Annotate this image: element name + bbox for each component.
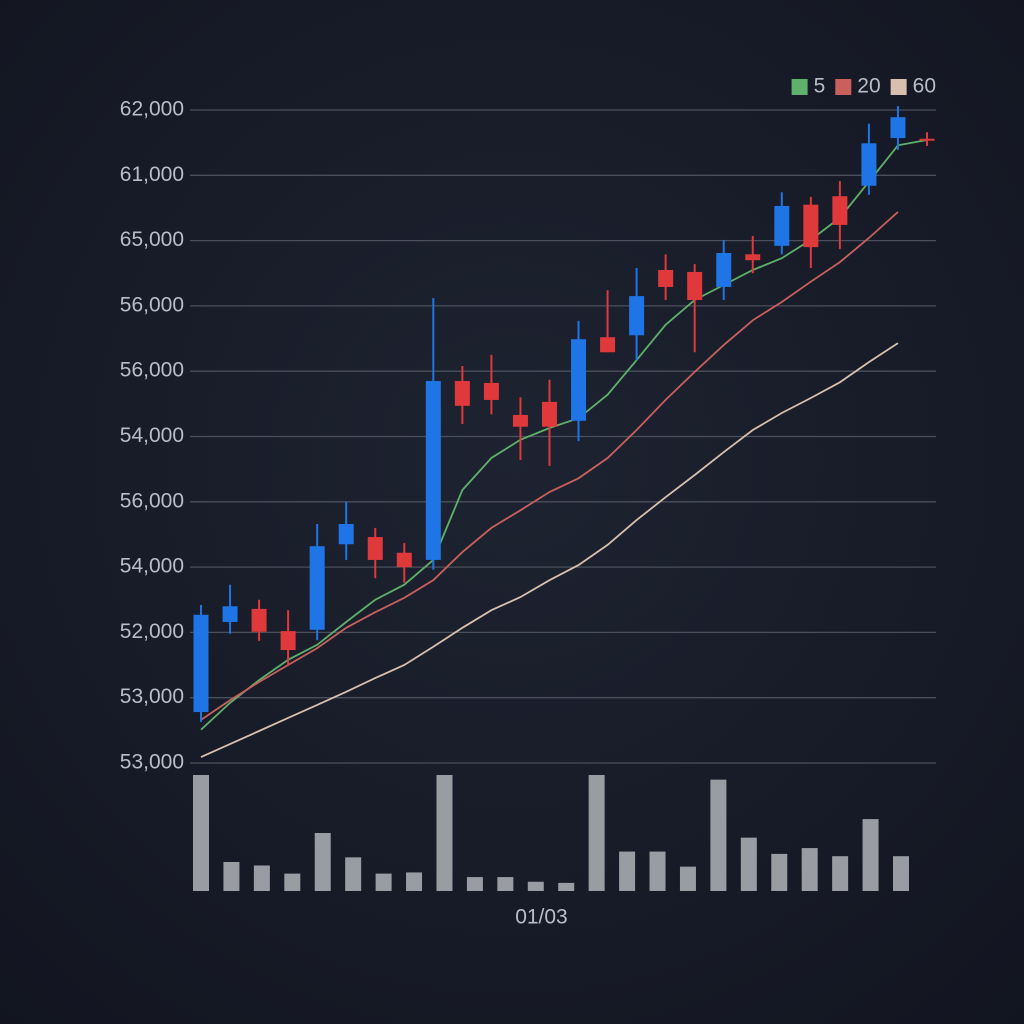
legend-label: 60	[913, 75, 936, 98]
legend-label: 20	[857, 75, 880, 98]
candle-body	[483, 382, 499, 400]
volume-bar	[193, 775, 209, 891]
candle-body	[425, 380, 441, 560]
candle-body	[919, 138, 935, 141]
candle-body	[222, 606, 238, 622]
x-tick-label: 01/03	[515, 906, 568, 929]
volume-bar	[284, 873, 301, 891]
candle-body	[803, 204, 819, 248]
y-tick-label: 56,000	[120, 359, 184, 382]
candle-body	[193, 614, 209, 713]
legend-label: 5	[814, 75, 826, 98]
candle-body	[338, 524, 354, 545]
y-tick-label: 56,000	[120, 293, 184, 316]
volume-bar	[832, 856, 849, 891]
volume-bar	[223, 862, 240, 891]
volume-bar	[406, 872, 423, 891]
volume-bar	[253, 865, 270, 891]
candle-body	[861, 143, 877, 186]
candle-body	[890, 117, 906, 139]
candle-body	[309, 546, 325, 630]
candle-body	[658, 269, 674, 287]
volume-bar	[862, 819, 879, 891]
candle-body	[629, 296, 645, 336]
volume-bar	[801, 848, 818, 891]
candle-body	[774, 205, 790, 246]
volume-bar	[497, 877, 514, 891]
volume-bar	[466, 877, 483, 891]
y-tick-label: 54,000	[120, 555, 184, 578]
volume-bar	[314, 833, 331, 891]
volume-bar	[345, 857, 362, 891]
legend-swatch	[835, 79, 852, 95]
candle-body	[454, 380, 470, 406]
y-tick-label: 65,000	[120, 228, 184, 251]
candle-body	[687, 271, 703, 301]
volume-bar	[649, 851, 666, 891]
y-tick-label: 56,000	[120, 489, 184, 512]
y-tick-label: 52,000	[120, 620, 184, 643]
candle-body	[716, 253, 732, 287]
y-tick-label: 54,000	[120, 424, 184, 447]
candle-body	[367, 537, 383, 560]
y-tick-label: 53,000	[120, 685, 184, 708]
volume-bar	[558, 882, 575, 891]
volume-bar	[771, 853, 788, 891]
y-tick-label: 61,000	[120, 163, 184, 186]
volume-bar	[679, 866, 696, 891]
legend: 60 20 5	[791, 75, 936, 98]
volume-bar	[893, 856, 909, 891]
candle-body	[832, 196, 848, 225]
legend-swatch	[791, 79, 808, 95]
candle-body	[745, 254, 761, 261]
candle-body	[512, 414, 528, 427]
candle-body	[396, 552, 412, 568]
volume-bar	[375, 873, 392, 891]
volume-bar	[740, 837, 757, 891]
volume-bar	[588, 775, 605, 891]
candle-body	[541, 401, 557, 427]
y-tick-label: 62,000	[120, 98, 184, 121]
legend-swatch	[890, 79, 907, 95]
candle-body	[251, 608, 267, 632]
candle-body	[280, 631, 296, 651]
volume-bar	[710, 779, 727, 891]
volume-bar	[619, 851, 636, 891]
ma-line	[200, 342, 899, 758]
volume-bar	[436, 775, 453, 891]
candle-body	[571, 339, 587, 421]
candle-body	[600, 337, 616, 353]
volume-bar	[527, 881, 544, 891]
ma-line	[200, 211, 899, 721]
y-tick-label: 53,000	[120, 751, 184, 774]
